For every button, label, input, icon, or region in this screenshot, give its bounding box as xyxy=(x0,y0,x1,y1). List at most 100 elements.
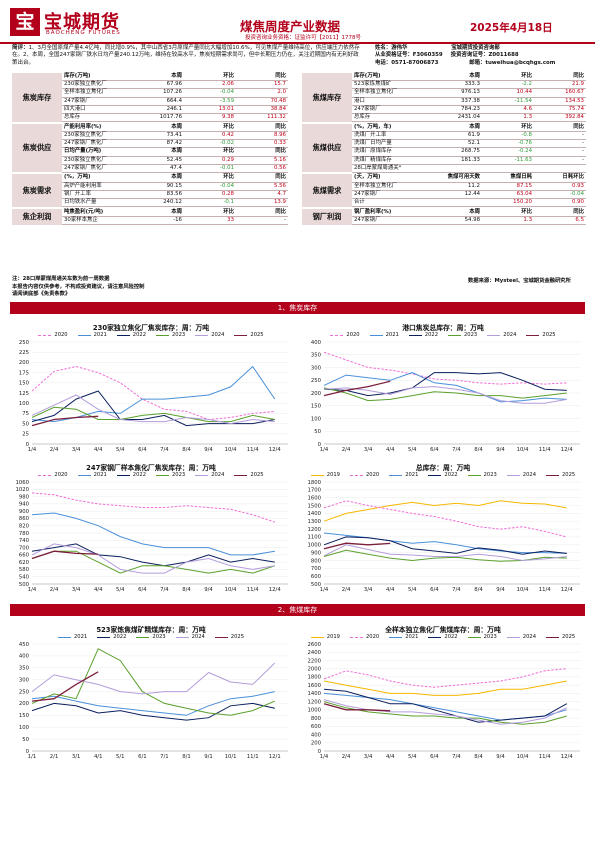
legend-item: 2023 xyxy=(136,634,166,640)
legend-swatch xyxy=(448,334,461,336)
column-header: 焦煤可用天数 xyxy=(430,174,482,183)
y-tick-label: 580 xyxy=(19,567,30,573)
page-title: 煤焦周度产业数据 xyxy=(240,19,341,34)
table-row: 230家独立焦化厂 52.45 0.29 5.16 xyxy=(12,156,288,165)
legend-label: 2025 xyxy=(250,472,264,478)
table-row: 全样本独立焦化厂 11.2 87.15 0.93 xyxy=(302,182,586,191)
series-line-2020 xyxy=(323,351,567,385)
table-cell: -0.01 xyxy=(184,164,236,173)
table-cell: 181.33 xyxy=(430,156,482,165)
legend-swatch xyxy=(546,636,559,638)
table-cell: 87.15 xyxy=(482,182,534,191)
table-cell: 4.7 xyxy=(236,190,288,200)
x-tick-label: 12/4 xyxy=(561,587,574,593)
legend-swatch xyxy=(97,636,111,638)
table-header-row: 焦煤需求 (天，万吨) 焦煤可用天数 焦煤日耗 日耗环比 xyxy=(302,174,586,207)
x-tick-label: 4/4 xyxy=(386,447,395,453)
table-cell: 洗煤厂日均产量 xyxy=(352,139,430,149)
chart-legend: 2020 2021 2022 2023 2024 2025 xyxy=(8,472,294,478)
x-tick-label: 7/4 xyxy=(452,587,461,593)
mail-address[interactable]: tuweihua@bcqhgs.com xyxy=(485,59,556,66)
x-tick-label: 8/4 xyxy=(474,754,483,760)
column-header: (%，万吨) xyxy=(62,174,138,183)
x-tick-label: 4/1 xyxy=(94,754,103,760)
column-header: 吨焦盈利(元/吨) xyxy=(62,208,138,217)
table-cell: -11.63 xyxy=(482,156,534,165)
table-cell: 1.3 xyxy=(482,216,534,226)
column-header: 环比 xyxy=(184,123,236,132)
table-row: 247家钢厂 12.44 63.04 -0.04 xyxy=(302,190,586,200)
logo-text: 宝城期货 xyxy=(44,12,120,33)
y-tick-label: 25 xyxy=(22,432,29,438)
x-tick-label: 11/4 xyxy=(539,587,552,593)
legend-label: 2022 xyxy=(444,472,458,478)
x-tick-label: 4/4 xyxy=(94,587,103,593)
column-header: 环比 xyxy=(482,73,534,82)
legend-item: 2023 xyxy=(156,472,185,478)
legend-item: 2020 xyxy=(330,332,360,338)
table-cell xyxy=(430,164,482,173)
table-row: 合计 150.20 0.90 xyxy=(302,198,586,208)
analyst-dept: 宝城期货投资咨询部 xyxy=(451,45,500,51)
series-line-2024 xyxy=(31,662,276,695)
legend-label: 2022 xyxy=(444,634,458,640)
x-tick-label: 2/4 xyxy=(342,447,351,453)
table-row: 230家独立焦化厂 67.96 2.06 15.7 xyxy=(12,80,288,90)
category-label: 焦煤库存 xyxy=(302,73,352,122)
x-tick-label: 3/4 xyxy=(364,587,373,593)
table-row: 247家钢厂焦化厂 87.42 -0.02 0.33 xyxy=(12,139,288,149)
table-cell: 230家独立焦化厂 xyxy=(62,156,138,165)
table-cell: - xyxy=(236,216,288,226)
name-label: 姓名： xyxy=(375,45,392,51)
series-line-2020 xyxy=(31,492,275,523)
section-header-coke: 1、焦炭库存 xyxy=(10,302,585,314)
table-cell: 15.7 xyxy=(236,80,288,90)
legend-swatch xyxy=(526,334,540,336)
y-tick-label: 700 xyxy=(311,566,322,572)
x-tick-label: 7/4 xyxy=(160,447,169,453)
table-cell: 1017.76 xyxy=(138,113,184,123)
invest-label: 投资咨询证号： xyxy=(450,52,489,59)
legend-swatch xyxy=(57,636,71,638)
coke-data-table: 焦炭库存 库存(万吨) 本周 环比 同比 230家独立焦化厂 67.96 2.06 15.7 全样… xyxy=(12,73,288,226)
table-row: 247家钢厂 784.23 4.6 75.74 xyxy=(302,105,586,115)
legend-label: 2025 xyxy=(562,634,576,640)
x-tick-label: 2/1 xyxy=(50,754,59,760)
x-tick-label: 11/4 xyxy=(247,447,260,453)
column-header: 同比 xyxy=(534,73,586,82)
column-header: 同比 xyxy=(236,208,288,217)
chart-plot: 5005405806206607007407808208609009409801… xyxy=(16,480,288,593)
category-label: 焦煤需求 xyxy=(302,174,352,207)
invest-number: Z0011688 xyxy=(488,52,519,59)
series-line-2024 xyxy=(31,394,275,425)
legend-item: 2023 xyxy=(467,472,497,478)
table-cell: 全样本独立焦化厂 xyxy=(62,88,138,98)
table-cell: 268.75 xyxy=(430,147,482,157)
table-cell: 67.96 xyxy=(138,80,184,90)
table-cell: 5.56 xyxy=(236,182,288,191)
series-line-2019 xyxy=(323,500,567,522)
table-cell: 5.16 xyxy=(236,156,288,165)
table-cell: 洗煤厂原煤库存 xyxy=(352,147,430,157)
column-header: 本周 xyxy=(430,73,482,82)
table-cell: 47.4 xyxy=(138,164,184,173)
legend-label: 2019 xyxy=(326,472,340,478)
legend-item: 2020 xyxy=(38,472,68,478)
legend-item: 2021 xyxy=(369,332,399,338)
x-tick-label: 1/4 xyxy=(320,754,329,760)
legend-label: 2025 xyxy=(542,332,556,338)
legend-swatch xyxy=(428,636,442,638)
series-line-2024 xyxy=(323,699,568,725)
legend-label: 2023 xyxy=(483,472,497,478)
legend-label: 2024 xyxy=(211,472,225,478)
y-tick-label: 300 xyxy=(311,365,322,371)
legend-label: 2022 xyxy=(132,472,146,478)
table-cell: -2.2 xyxy=(482,80,534,90)
y-tick-label: 200 xyxy=(19,701,30,707)
x-tick-label: 3/4 xyxy=(364,754,373,760)
table-row: 30家样本焦企 -16 33- xyxy=(12,216,288,226)
table-cell: 247家钢厂 xyxy=(352,105,430,115)
category-label: 钢厂利润 xyxy=(302,208,352,225)
legend-label: 2022 xyxy=(424,332,438,338)
table-cell: 洗煤厂精煤库存 xyxy=(352,156,430,165)
